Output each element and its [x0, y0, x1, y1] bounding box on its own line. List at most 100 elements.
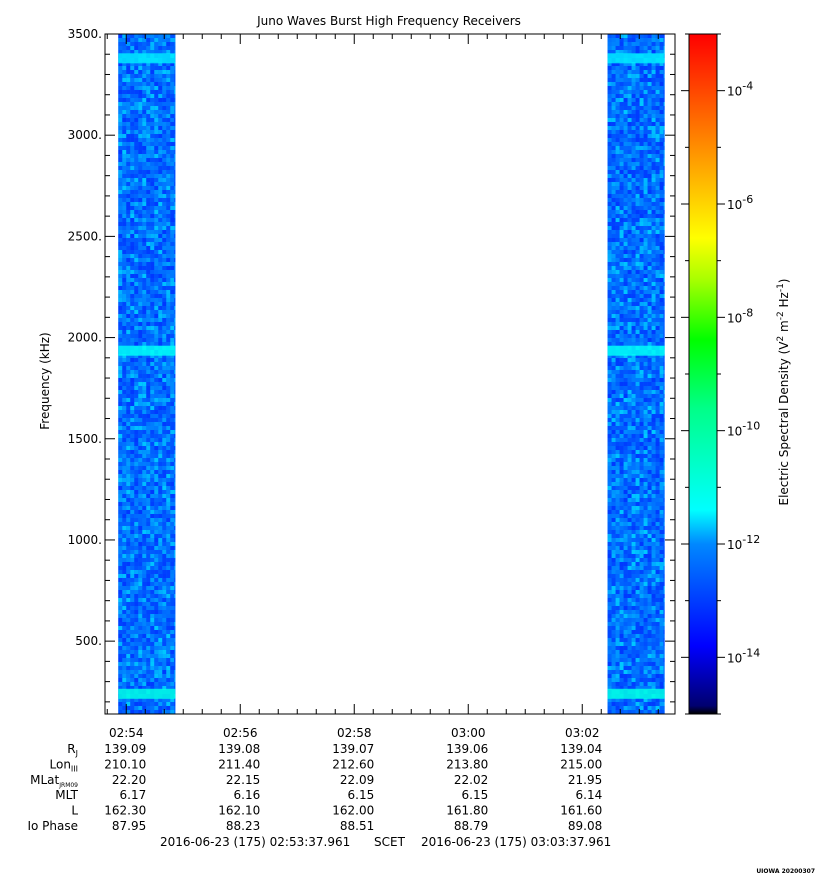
heatmap-cell [130, 362, 135, 366]
heatmap-cell [118, 106, 123, 110]
heatmap-cell [643, 270, 648, 274]
heatmap-cell [166, 394, 171, 398]
heatmap-cell [126, 302, 131, 306]
heatmap-cell [607, 522, 612, 526]
heatmap-cell [154, 294, 159, 298]
heatmap-cell [126, 530, 131, 534]
heatmap-cell [643, 530, 648, 534]
heatmap-cell [615, 254, 620, 258]
heatmap-cell [619, 110, 624, 114]
heatmap-cell [655, 50, 660, 54]
heatmap-cell [150, 210, 155, 214]
heatmap-cell [619, 318, 624, 322]
heatmap-cell [122, 490, 127, 494]
heatmap-cell [126, 598, 131, 602]
heatmap-cell [154, 498, 159, 502]
heatmap-cell [126, 142, 131, 146]
heatmap-cell [158, 278, 163, 282]
heatmap-cell [651, 42, 656, 46]
heatmap-cell [150, 338, 155, 342]
heatmap-cell [122, 666, 127, 670]
heatmap-cell [170, 370, 175, 374]
heatmap-cell [651, 434, 656, 438]
heatmap-cell [607, 558, 612, 562]
heatmap-cell [659, 634, 664, 638]
heatmap-cell [639, 294, 644, 298]
heatmap-cell [655, 622, 660, 626]
heatmap-cell [170, 222, 175, 226]
heatmap-cell [154, 566, 159, 570]
heatmap-cell [663, 666, 665, 670]
heatmap-cell [655, 154, 660, 158]
heatmap-cell [623, 426, 628, 430]
heatmap-cell [607, 142, 612, 146]
heatmap-cell [627, 482, 632, 486]
heatmap-cell [631, 338, 636, 342]
heatmap-cell [170, 90, 175, 94]
heatmap-cell [643, 542, 648, 546]
heatmap-cell [643, 334, 648, 338]
heatmap-cell [150, 130, 155, 134]
heatmap-cell [166, 86, 171, 90]
heatmap-cell [619, 126, 624, 130]
heatmap-cell [647, 198, 652, 202]
heatmap-cell [158, 510, 163, 514]
heatmap-cell [130, 682, 135, 686]
heatmap-cell [627, 202, 632, 206]
heatmap-cell [619, 246, 624, 250]
heatmap-cell [154, 194, 159, 198]
heatmap-cell [162, 186, 167, 190]
heatmap-cell [663, 42, 665, 46]
heatmap-cell [138, 82, 143, 86]
heatmap-cell [158, 642, 163, 646]
heatmap-cell [663, 98, 665, 102]
heatmap-cell [659, 138, 664, 142]
heatmap-cell [623, 222, 628, 226]
heatmap-cell [118, 482, 123, 486]
heatmap-cell [162, 190, 167, 194]
heatmap-cell [138, 98, 143, 102]
heatmap-cell [126, 278, 131, 282]
heatmap-cell [170, 386, 175, 390]
heatmap-cell [158, 438, 163, 442]
heatmap-cell [659, 134, 664, 138]
heatmap-cell [154, 366, 159, 370]
heatmap-cell [170, 594, 175, 598]
heatmap-cell [158, 682, 163, 686]
heatmap-cell [154, 314, 159, 318]
heatmap-cell [631, 678, 636, 682]
heatmap-cell [134, 250, 139, 254]
heatmap-cell [631, 302, 636, 306]
heatmap-cell [635, 586, 640, 590]
heatmap-cell [619, 290, 624, 294]
heatmap-cell [158, 622, 163, 626]
heatmap-cell [146, 194, 151, 198]
heatmap-cell [627, 246, 632, 250]
heatmap-cell [150, 386, 155, 390]
heatmap-cell [174, 590, 176, 594]
heatmap-cell [126, 122, 131, 126]
heatmap-cell [174, 318, 176, 322]
heatmap-cell [655, 218, 660, 222]
heatmap-cell [118, 238, 123, 242]
heatmap-cell [118, 298, 123, 302]
heatmap-cell [659, 426, 664, 430]
heatmap-cell [615, 70, 620, 74]
heatmap-cell [170, 238, 175, 242]
heatmap-cell [154, 62, 159, 66]
heatmap-cell [154, 706, 159, 710]
heatmap-cell [607, 206, 612, 210]
heatmap-cell [154, 550, 159, 554]
heatmap-cell [150, 306, 155, 310]
heatmap-cell [150, 594, 155, 598]
heatmap-cell [118, 698, 123, 702]
heatmap-cell [154, 490, 159, 494]
heatmap-cell [615, 130, 620, 134]
heatmap-cell [651, 374, 656, 378]
heatmap-cell [611, 34, 616, 38]
heatmap-cell [122, 162, 127, 166]
heatmap-cell [154, 522, 159, 526]
heatmap-cell [158, 170, 163, 174]
heatmap-cell [118, 46, 123, 50]
heatmap-cell [631, 70, 636, 74]
